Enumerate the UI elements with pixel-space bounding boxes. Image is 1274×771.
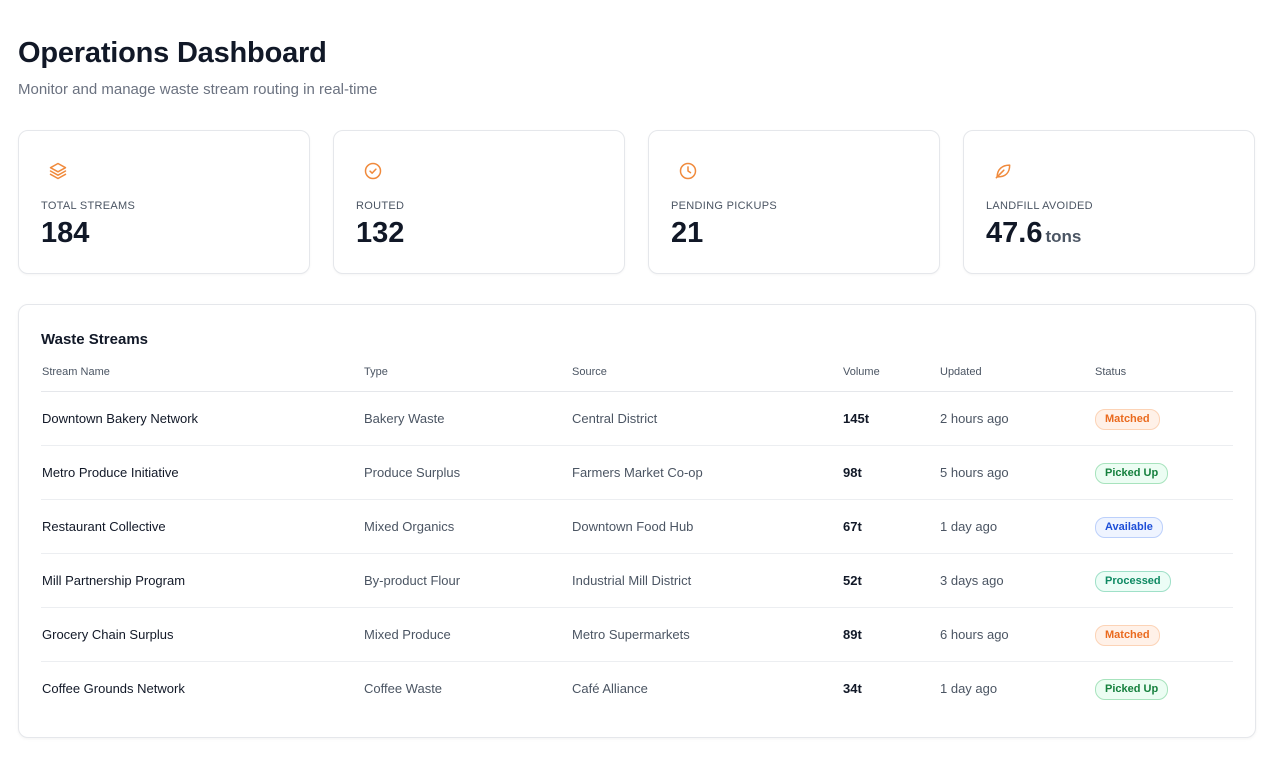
stream-name-cell: Metro Produce Initiative: [42, 465, 179, 480]
column-header-stream-name[interactable]: Stream Name: [42, 366, 110, 378]
stat-card-pending-pickups: PENDING PICKUPS 21: [648, 130, 940, 274]
type-cell: By-product Flour: [364, 573, 461, 588]
stream-name-cell: Mill Partnership Program: [42, 573, 186, 588]
source-cell: Metro Supermarkets: [572, 627, 690, 642]
stat-value: 47.6 tons: [986, 217, 1082, 249]
stat-value: 132: [356, 217, 405, 249]
stream-name-cell: Downtown Bakery Network: [42, 411, 199, 426]
waste-streams-card: Waste Streams Stream Name Type Source Vo…: [18, 304, 1256, 738]
volume-cell: 89t: [843, 627, 862, 642]
type-cell: Mixed Produce: [364, 627, 451, 642]
stat-card-routed: ROUTED 132: [333, 130, 625, 274]
type-cell: Bakery Waste: [364, 411, 445, 426]
column-header-updated[interactable]: Updated: [940, 366, 982, 378]
stream-name-cell: Coffee Grounds Network: [42, 681, 185, 696]
table-body: Downtown Bakery Network Bakery Waste Centr…: [41, 392, 1233, 716]
stat-value: 184: [41, 217, 90, 249]
updated-cell: 1 day ago: [940, 681, 998, 696]
stats-row: TOTAL STREAMS 184 ROUTED 132 PENDING PIC…: [18, 130, 1256, 274]
type-cell: Produce Surplus: [364, 465, 461, 480]
page-subtitle: Monitor and manage waste stream routing …: [18, 81, 378, 98]
column-header-volume[interactable]: Volume: [843, 366, 880, 378]
column-header-type[interactable]: Type: [364, 366, 388, 378]
stat-label: TOTAL STREAMS: [41, 200, 136, 212]
leaf-icon: [995, 164, 1011, 179]
table-row[interactable]: Downtown Bakery Network Bakery Waste Centr…: [41, 392, 1233, 446]
stream-name-cell: Restaurant Collective: [42, 519, 166, 534]
status-badge: Available: [1095, 517, 1163, 538]
stat-card-total-streams: TOTAL STREAMS 184: [18, 130, 310, 274]
updated-cell: 2 hours ago: [940, 411, 1009, 426]
source-cell: Farmers Market Co-op: [572, 465, 703, 480]
type-cell: Coffee Waste: [364, 681, 443, 696]
column-header-source[interactable]: Source: [572, 366, 607, 378]
updated-cell: 3 days ago: [940, 573, 1004, 588]
clock-icon: [679, 162, 697, 180]
stat-value: 21: [671, 217, 704, 249]
table-row[interactable]: Restaurant Collective Mixed Organics Downt…: [41, 500, 1233, 554]
status-badge: Picked Up: [1095, 679, 1169, 700]
stat-label: ROUTED: [356, 200, 405, 212]
stat-label: LANDFILL AVOIDED: [986, 200, 1093, 212]
stat-label: PENDING PICKUPS: [671, 200, 777, 212]
check-circle-icon: [364, 162, 382, 180]
updated-cell: 6 hours ago: [940, 627, 1009, 642]
table-row[interactable]: Grocery Chain Surplus Mixed Produce Metro …: [41, 608, 1233, 662]
stat-card-landfill-avoided: LANDFILL AVOIDED 47.6 tons: [963, 130, 1255, 274]
volume-cell: 34t: [843, 681, 862, 696]
status-badge: Processed: [1095, 571, 1171, 592]
table-row[interactable]: Coffee Grounds Network Coffee Waste Café A…: [41, 662, 1233, 716]
source-cell: Downtown Food Hub: [572, 519, 694, 534]
table-title: Waste Streams: [41, 331, 148, 348]
table-row[interactable]: Metro Produce Initiative Produce Surplus F…: [41, 446, 1233, 500]
volume-cell: 67t: [843, 519, 862, 534]
status-badge: Matched: [1095, 409, 1160, 430]
stream-name-cell: Grocery Chain Surplus: [42, 627, 174, 642]
volume-cell: 98t: [843, 465, 862, 480]
updated-cell: 1 day ago: [940, 519, 998, 534]
status-badge: Picked Up: [1095, 463, 1169, 484]
source-cell: Industrial Mill District: [572, 573, 692, 588]
layers-icon: [49, 162, 67, 180]
stat-unit: tons: [1045, 227, 1082, 246]
volume-cell: 52t: [843, 573, 862, 588]
page-title: Operations Dashboard: [18, 37, 327, 69]
table-header: Stream Name Type Source Volume Updated S…: [41, 361, 1233, 392]
volume-cell: 145t: [843, 411, 870, 426]
updated-cell: 5 hours ago: [940, 465, 1009, 480]
column-header-status[interactable]: Status: [1095, 366, 1127, 378]
source-cell: Café Alliance: [572, 681, 648, 696]
source-cell: Central District: [572, 411, 658, 426]
status-badge: Matched: [1095, 625, 1160, 646]
table-row[interactable]: Mill Partnership Program By-product Flour…: [41, 554, 1233, 608]
type-cell: Mixed Organics: [364, 519, 455, 534]
